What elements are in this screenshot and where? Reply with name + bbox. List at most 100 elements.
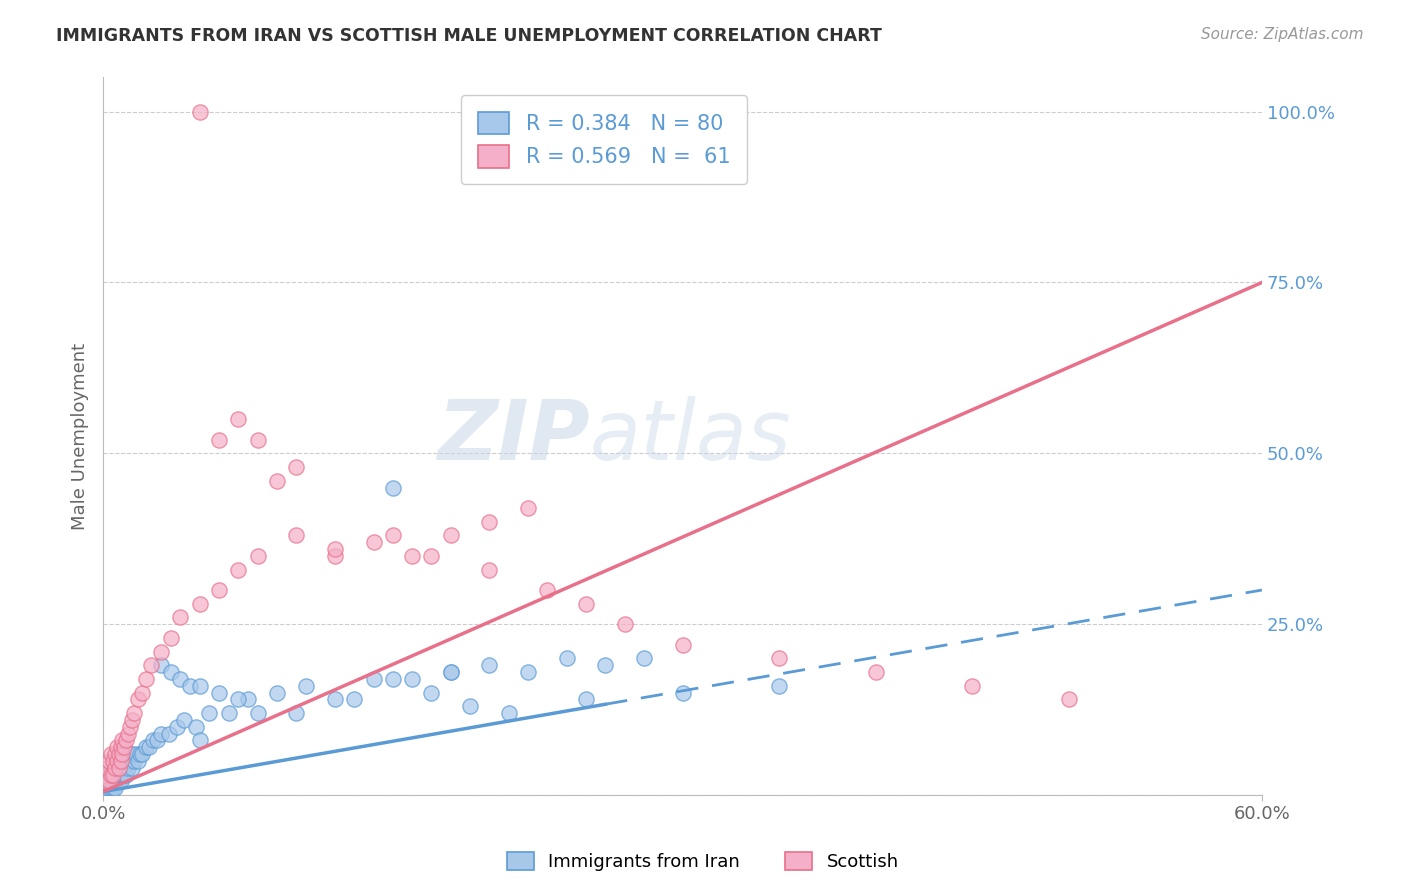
Point [94,774,117,789]
Point [208,685,231,699]
Point [127,692,149,706]
Point [188,679,211,693]
Point [111,747,134,761]
Point [246,706,269,720]
Point [960,679,983,693]
Point [125,747,148,761]
Point [94,781,117,796]
Point [117,726,139,740]
Point [179,679,201,693]
Point [110,740,132,755]
Point [97,781,120,796]
Point [111,733,134,747]
Point [150,644,173,658]
Point [110,774,132,789]
Point [420,685,443,699]
Point [117,761,139,775]
Point [208,433,231,447]
Point [671,638,693,652]
Legend: R = 0.384   N = 80, R = 0.569   N =  61: R = 0.384 N = 80, R = 0.569 N = 61 [461,95,747,185]
Point [228,412,250,426]
Point [131,685,153,699]
Y-axis label: Male Unemployment: Male Unemployment [72,343,89,530]
Point [246,433,269,447]
Point [127,754,149,768]
Point [517,501,540,516]
Point [478,562,501,576]
Point [101,781,124,796]
Point [575,692,598,706]
Point [97,767,120,781]
Point [266,474,288,488]
Point [112,740,135,755]
Point [218,706,240,720]
Text: IMMIGRANTS FROM IRAN VS SCOTTISH MALE UNEMPLOYMENT CORRELATION CHART: IMMIGRANTS FROM IRAN VS SCOTTISH MALE UN… [56,27,882,45]
Point [381,481,404,495]
Point [135,740,157,755]
Point [401,672,423,686]
Point [100,761,122,775]
Point [105,767,128,781]
Point [101,767,124,781]
Point [285,528,308,542]
Point [246,549,269,563]
Point [401,549,423,563]
Point [363,672,385,686]
Point [101,767,124,781]
Point [121,761,143,775]
Point [96,774,118,789]
Point [110,767,132,781]
Point [101,774,124,789]
Point [100,781,122,796]
Point [104,781,127,796]
Point [536,582,558,597]
Point [107,747,129,761]
Point [517,665,540,679]
Point [295,679,318,693]
Point [120,720,142,734]
Point [107,761,129,775]
Point [112,767,135,781]
Point [228,692,250,706]
Point [115,754,138,768]
Point [120,754,142,768]
Point [169,672,191,686]
Point [236,692,259,706]
Point [104,761,127,775]
Point [633,651,655,665]
Point [198,706,221,720]
Point [458,699,481,714]
Point [323,692,346,706]
Point [1057,692,1080,706]
Point [575,597,598,611]
Point [768,679,790,693]
Point [121,713,143,727]
Point [122,754,145,768]
Point [440,665,463,679]
Point [228,562,250,576]
Point [266,685,288,699]
Point [110,754,132,768]
Point [107,767,129,781]
Point [343,692,366,706]
Point [107,761,129,775]
Point [188,104,211,119]
Point [96,767,118,781]
Point [157,726,180,740]
Text: atlas: atlas [589,396,792,476]
Point [440,528,463,542]
Point [97,754,120,768]
Point [173,713,195,727]
Point [593,658,616,673]
Point [478,658,501,673]
Text: ZIP: ZIP [437,396,589,476]
Point [671,685,693,699]
Point [285,460,308,475]
Point [96,767,118,781]
Point [169,610,191,624]
Point [142,733,165,747]
Text: Source: ZipAtlas.com: Source: ZipAtlas.com [1201,27,1364,42]
Point [97,774,120,789]
Point [555,651,578,665]
Point [381,672,404,686]
